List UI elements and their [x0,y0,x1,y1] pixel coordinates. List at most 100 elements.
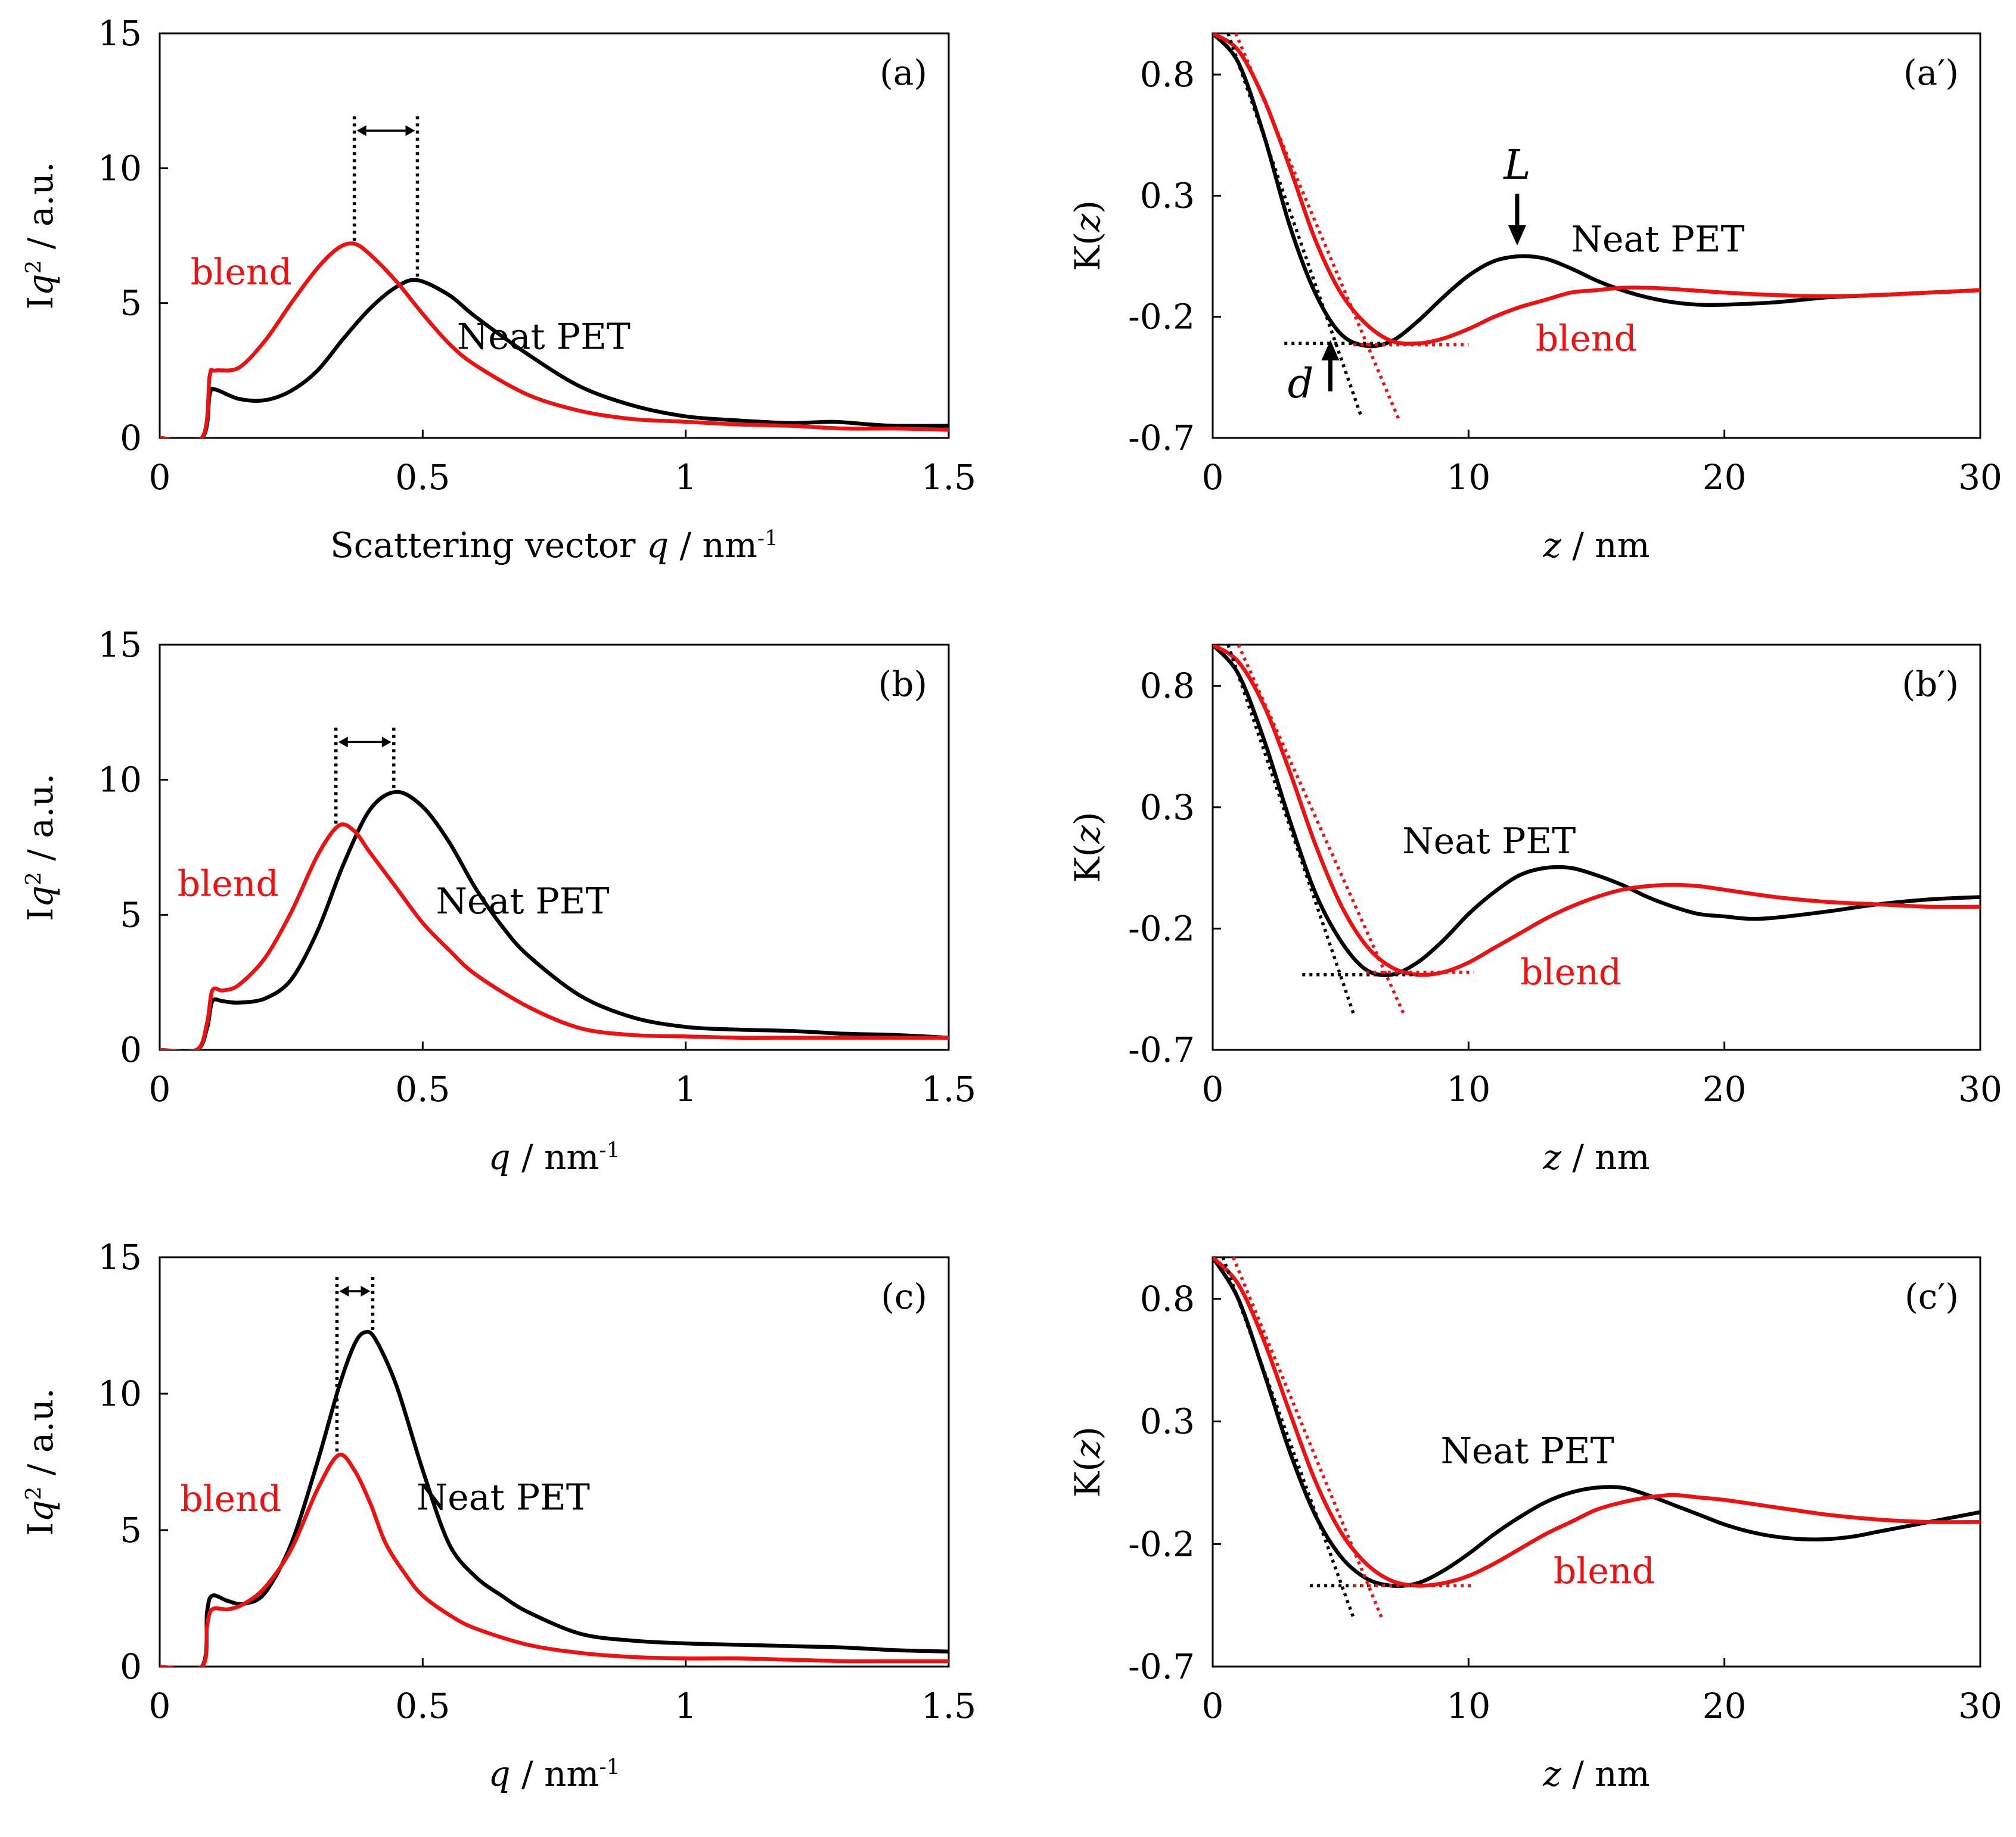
plot-frame [1212,644,1981,1051]
x-tick-label: 1 [675,1686,697,1726]
y-tick-label: 15 [98,13,142,54]
series-line-blend [1213,33,1980,346]
series-line-blend [160,241,949,438]
series-label-blend: blend [180,1478,281,1520]
panel-label: (a) [880,52,927,93]
L-marker-label: L [1502,142,1530,189]
panel-label: (b′) [1902,664,1959,704]
x-tick-label: 0 [1202,1686,1224,1726]
y-tick-label: 10 [98,760,142,800]
series-label-neat-pet: Neat PET [457,316,630,358]
x-tick-label: 10 [1446,1686,1490,1726]
y-tick-label: 5 [120,283,142,324]
label-part: Scattering vector [330,525,647,565]
y-tick-label: 15 [98,1237,142,1277]
curves [160,789,949,1050]
x-tick-label: 0 [149,1069,171,1109]
y-tick-label: -0.2 [1128,908,1195,949]
y-tick-label: 0 [120,418,142,458]
series-line-blend [1213,645,1980,977]
label-part: z [1067,1440,1108,1459]
y-tick-label: 10 [98,148,142,188]
x-tick-label: 1.5 [921,1686,976,1726]
label-part: / nm [511,1137,599,1177]
label-part: -1 [599,1138,620,1162]
series-line-neat-pet [160,278,949,438]
curves [160,1329,949,1667]
label-part: q [20,274,61,296]
series-line-blend [160,822,949,1050]
tangent-line-neat [1226,33,1363,417]
y-axis-label: Iq2 / a.u. [20,161,61,309]
label-part: z [1067,213,1108,232]
plot-frame [1212,32,1981,439]
panel-label: (c′) [1905,1276,1959,1317]
y-tick-label: -0.7 [1128,418,1195,458]
label-part: q [489,1137,511,1177]
label-part: z [1067,825,1108,844]
x-axis-label: z / nm [1542,1137,1650,1177]
label-part: 2 [21,872,46,885]
series-label-blend: blend [178,863,279,905]
arrow-head-left [356,125,366,136]
y-tick-label: 0.3 [1140,1401,1195,1442]
d-marker-label: d [1288,360,1314,408]
x-tick-label: 30 [1958,1686,2002,1726]
x-tick-label: 0.5 [395,1686,450,1726]
y-tick-label: 0 [120,1646,142,1687]
series-label-blend: blend [191,251,292,293]
y-tick-label: -0.7 [1128,1030,1195,1070]
series-line-neat-pet [1213,33,1980,349]
label-part: K( [1067,844,1108,883]
label-part: / nm [1561,1137,1650,1177]
plot-frame [159,644,950,1051]
label-part: ) [1067,200,1108,214]
curves [1213,645,1980,977]
arrow-head-right [405,125,415,136]
arrow-head-right [361,1285,371,1297]
series-line-blend [160,1452,949,1667]
y-tick-label: 0.3 [1140,787,1195,828]
series-label-neat-pet: Neat PET [436,881,609,922]
x-axis-label: Scattering vector q / nm-1 [330,525,778,565]
tangent-line-blend [1237,644,1406,1017]
arrow-head-right [381,736,392,748]
y-tick-label: 0.8 [1140,54,1195,95]
label-part: z [1542,1754,1561,1794]
y-axis-label: K(z) [1067,200,1108,271]
x-axis-label: q / nm-1 [489,1137,620,1177]
x-tick-label: 0 [149,457,171,498]
label-part: 2 [21,260,46,274]
x-axis-label: q / nm-1 [489,1754,620,1794]
label-part: z [1542,525,1561,565]
label-part: / a.u. [20,773,61,872]
series-label-blend: blend [1536,318,1637,360]
panel-c2: 0 10 20 30-0.7-0.20.30.8z / nmK(z)(c′)Neat … [1067,1256,2002,1794]
x-tick-label: 10 [1446,457,1490,498]
series-line-neat-pet [1213,645,1980,977]
y-tick-label: 5 [120,1510,142,1550]
tangent-line-blend [1231,1256,1383,1618]
label-part: q [647,525,669,565]
x-tick-label: 10 [1446,1069,1490,1109]
curves [160,241,949,438]
label-part: ) [1067,1426,1108,1440]
label-part: I [20,907,61,921]
y-axis-label: Iq2 / a.u. [20,773,61,921]
x-tick-label: 20 [1703,1069,1747,1109]
series-label-blend: blend [1554,1550,1655,1592]
panel-label: (b) [878,664,927,704]
label-part: I [20,1522,61,1536]
panel-label: (c) [881,1276,927,1317]
L-arrow-head [1508,225,1526,246]
label-part: / nm [511,1754,599,1794]
label-part: / a.u. [20,161,61,260]
label-part: q [20,1500,61,1522]
x-axis-label: z / nm [1542,1754,1650,1794]
label-part: K( [1067,232,1108,271]
arrow-head-left [339,1285,349,1297]
